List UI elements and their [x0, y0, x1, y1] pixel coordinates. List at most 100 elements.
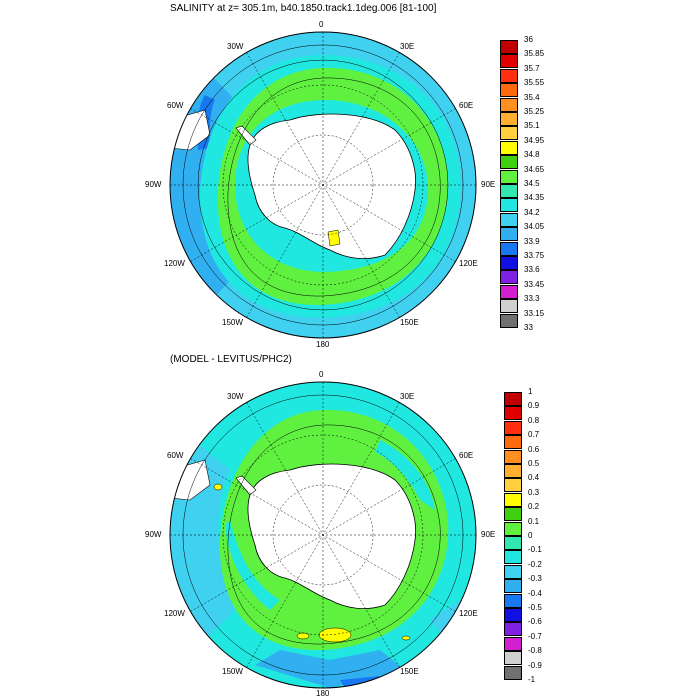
- colorbar-label: 0.4: [528, 473, 540, 483]
- colorbar-label: 0.5: [528, 459, 540, 468]
- colorbar-swatch: [500, 40, 518, 54]
- lon-label-90w: 90W: [145, 530, 162, 539]
- colorbar-swatch: [504, 564, 522, 579]
- colorbar-label: 34.95: [524, 135, 545, 145]
- colorbar-label: 1: [528, 387, 533, 396]
- colorbar-swatch: [504, 550, 522, 565]
- colorbar-label: -0.7: [528, 631, 542, 641]
- lon-label-0: 0: [319, 20, 324, 29]
- colorbar-label: 34.05: [524, 222, 545, 232]
- lon-label-120e: 120E: [459, 259, 478, 268]
- colorbar-swatch: [504, 435, 522, 450]
- lon-label-180: 180: [316, 340, 330, 349]
- panel-2-graticule: [170, 382, 476, 688]
- colorbar-swatch: [504, 536, 522, 550]
- colorbar-swatch: [504, 636, 522, 651]
- colorbar-swatch: [504, 608, 522, 622]
- lon-label-30e: 30E: [400, 42, 415, 51]
- colorbar-label: 33.3: [524, 294, 540, 304]
- colorbar-swatch: [504, 492, 522, 507]
- lon-label-150w: 150W: [222, 318, 243, 327]
- colorbar-label: -0.6: [528, 617, 542, 627]
- lon-label-150e: 150E: [400, 667, 419, 676]
- colorbar-swatch: [500, 313, 518, 328]
- colorbar-swatch: [500, 198, 518, 213]
- colorbar-swatch: [504, 665, 522, 680]
- colorbar-swatch: [504, 651, 522, 666]
- colorbar-swatch: [504, 420, 522, 435]
- colorbar-swatch: [504, 593, 522, 608]
- colorbar-label: 33.45: [524, 279, 545, 289]
- colorbar-swatch: [500, 112, 518, 126]
- colorbar-label: 33.9: [524, 236, 540, 246]
- colorbar-swatch: [500, 126, 518, 141]
- lon-label-180: 180: [316, 689, 330, 698]
- colorbar-label: 0: [528, 531, 533, 540]
- colorbar-label: -1: [528, 675, 536, 684]
- colorbar-label: 33.15: [524, 308, 545, 318]
- colorbar-label: 33.75: [524, 251, 545, 260]
- colorbar-swatch: [500, 256, 518, 270]
- colorbar-label: 35.7: [524, 63, 540, 73]
- lon-label-30e: 30E: [400, 392, 415, 401]
- lon-label-90e: 90E: [481, 180, 496, 189]
- colorbar-label: 0.3: [528, 487, 540, 497]
- colorbar-label: 0.7: [528, 430, 540, 440]
- colorbar-swatch: [500, 241, 518, 256]
- colorbar-swatch: [504, 507, 522, 522]
- colorbar-swatch: [504, 521, 522, 536]
- colorbar-swatch: [504, 478, 522, 493]
- colorbar-label: 34.8: [524, 150, 540, 160]
- colorbar-label: 36: [524, 35, 533, 44]
- colorbar-label: -0.9: [528, 660, 542, 670]
- colorbar-label: 35.25: [524, 107, 545, 116]
- lon-label-30w: 30W: [227, 42, 244, 51]
- colorbar-label: 34.35: [524, 193, 545, 203]
- colorbar-label: -0.3: [528, 574, 542, 584]
- colorbar-swatch: [500, 169, 518, 184]
- colorbar-swatch: [500, 140, 518, 155]
- colorbar-label: 0.9: [528, 401, 540, 411]
- lon-label-60w: 60W: [167, 101, 184, 110]
- lon-label-120e: 120E: [459, 609, 478, 618]
- lon-label-150w: 150W: [222, 667, 243, 676]
- lon-label-60e: 60E: [459, 451, 474, 460]
- colorbar-swatch: [500, 299, 518, 314]
- colorbar-swatch: [500, 54, 518, 69]
- lon-label-60e: 60E: [459, 101, 474, 110]
- colorbar-label: 33.6: [524, 265, 540, 275]
- lon-label-90w: 90W: [145, 180, 162, 189]
- colorbar-label: -0.8: [528, 646, 542, 656]
- colorbar-label: 35.1: [524, 121, 540, 131]
- colorbar-swatch: [504, 622, 522, 637]
- lon-label-30w: 30W: [227, 392, 244, 401]
- colorbar-swatch: [500, 83, 518, 98]
- colorbar-label: 35.85: [524, 49, 545, 59]
- panel-1-title: SALINITY at z= 305.1m, b40.1850.track1.1…: [170, 3, 437, 14]
- colorbar-swatch: [500, 212, 518, 227]
- lon-label-60w: 60W: [167, 451, 184, 460]
- panel-2-map: [170, 382, 476, 688]
- lon-label-0: 0: [319, 370, 324, 379]
- panel-2-title: (MODEL - LEVITUS/PHC2): [170, 354, 292, 365]
- colorbar-swatch: [504, 579, 522, 594]
- colorbar-label: 34.65: [524, 164, 545, 174]
- colorbar-label: 34.2: [524, 207, 540, 217]
- colorbar-swatch: [500, 284, 518, 299]
- lon-label-90e: 90E: [481, 530, 496, 539]
- colorbar-label: 0.6: [528, 444, 540, 454]
- colorbar-swatch: [500, 270, 518, 285]
- colorbar-label: 34.5: [524, 179, 540, 188]
- colorbar-label: 0.8: [528, 415, 540, 425]
- colorbar-swatch: [500, 184, 518, 198]
- colorbar-swatch: [504, 449, 522, 464]
- panel-1-graticule: [170, 32, 476, 338]
- lon-label-120w: 120W: [164, 259, 185, 268]
- colorbar-label: 0.2: [528, 502, 540, 512]
- colorbar-swatch: [500, 155, 518, 170]
- colorbar-label: -0.4: [528, 588, 542, 598]
- colorbar-swatch: [500, 227, 518, 242]
- colorbar-swatch: [500, 68, 518, 83]
- colorbar-swatch: [504, 464, 522, 478]
